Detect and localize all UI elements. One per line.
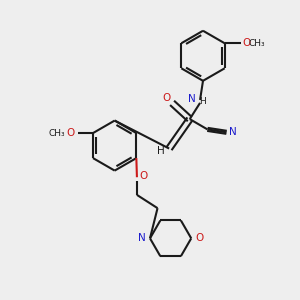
Text: O: O (195, 233, 204, 243)
Text: CH₃: CH₃ (249, 39, 266, 48)
Text: N: N (188, 94, 196, 104)
Text: CH₃: CH₃ (49, 129, 65, 138)
Text: H: H (200, 97, 206, 106)
Text: N: N (138, 233, 146, 243)
Text: O: O (139, 171, 148, 181)
Text: O: O (242, 38, 250, 48)
Text: H: H (157, 146, 165, 156)
Text: O: O (66, 128, 74, 138)
Text: O: O (162, 93, 170, 103)
Text: N: N (229, 127, 237, 137)
